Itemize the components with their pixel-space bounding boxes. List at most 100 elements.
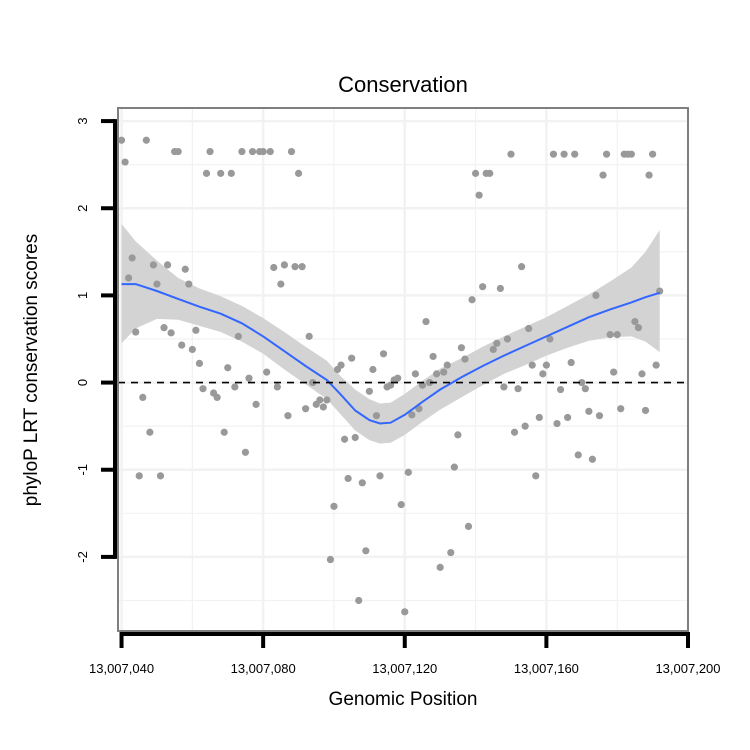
data-point bbox=[287, 147, 296, 156]
data-point bbox=[475, 191, 483, 199]
data-point bbox=[337, 361, 345, 369]
data-point bbox=[648, 150, 657, 158]
data-point bbox=[231, 383, 239, 391]
data-point bbox=[156, 472, 165, 480]
y-tick-label: 1 bbox=[75, 292, 90, 299]
data-point bbox=[489, 345, 497, 354]
data-point bbox=[617, 405, 625, 413]
data-point bbox=[280, 261, 288, 269]
data-point bbox=[440, 368, 448, 376]
data-point bbox=[185, 280, 193, 288]
data-point bbox=[252, 400, 260, 408]
data-point bbox=[224, 364, 232, 372]
data-point bbox=[394, 374, 402, 382]
chart-title: Conservation bbox=[338, 72, 468, 97]
data-point bbox=[610, 368, 618, 376]
data-point bbox=[595, 412, 604, 420]
data-point bbox=[273, 383, 281, 391]
x-tick-label: 13,007,080 bbox=[231, 661, 296, 676]
data-point bbox=[599, 171, 607, 179]
data-point bbox=[397, 501, 405, 509]
data-point bbox=[429, 352, 437, 361]
data-point bbox=[227, 169, 235, 177]
data-point bbox=[528, 361, 536, 369]
y-tick-label: 2 bbox=[75, 205, 90, 212]
data-point bbox=[344, 474, 352, 483]
data-point bbox=[142, 136, 150, 144]
data-point bbox=[188, 345, 196, 354]
data-point bbox=[443, 361, 451, 369]
data-point bbox=[195, 359, 204, 367]
y-axis-title: phyloP LRT conservation scores bbox=[21, 234, 42, 507]
data-point bbox=[606, 331, 614, 339]
data-point bbox=[457, 344, 466, 352]
data-point bbox=[422, 317, 430, 326]
data-point bbox=[192, 326, 200, 334]
data-point bbox=[500, 383, 508, 391]
data-point bbox=[514, 385, 522, 393]
data-point bbox=[277, 280, 285, 288]
data-point bbox=[263, 368, 271, 376]
data-point bbox=[117, 136, 126, 144]
data-point bbox=[323, 396, 331, 404]
data-point bbox=[634, 324, 643, 332]
data-point bbox=[418, 381, 427, 389]
data-point bbox=[128, 254, 136, 262]
data-point bbox=[401, 608, 409, 616]
data-point bbox=[585, 407, 593, 415]
data-point bbox=[592, 291, 600, 300]
data-point bbox=[493, 339, 501, 347]
x-tick-label: 13,007,160 bbox=[514, 661, 579, 676]
data-point bbox=[351, 433, 359, 442]
data-point bbox=[245, 374, 253, 382]
data-point bbox=[578, 378, 586, 387]
data-point bbox=[454, 431, 462, 439]
data-point bbox=[153, 280, 161, 288]
data-point bbox=[178, 341, 186, 349]
data-point bbox=[404, 468, 412, 476]
data-point bbox=[372, 412, 381, 420]
y-tick-label: -2 bbox=[75, 551, 90, 563]
data-point bbox=[135, 472, 143, 480]
data-point bbox=[638, 370, 646, 378]
data-point bbox=[376, 472, 384, 480]
data-point bbox=[433, 370, 441, 378]
data-point bbox=[302, 405, 310, 413]
data-point bbox=[631, 317, 639, 326]
data-point bbox=[507, 150, 515, 158]
data-point bbox=[602, 150, 611, 158]
data-point bbox=[294, 169, 303, 177]
data-point bbox=[450, 463, 458, 471]
data-point bbox=[542, 361, 550, 369]
data-point bbox=[436, 563, 444, 571]
data-point bbox=[627, 150, 635, 158]
data-point bbox=[539, 370, 547, 378]
data-point bbox=[238, 147, 246, 156]
data-point bbox=[525, 324, 533, 333]
data-point bbox=[645, 171, 653, 179]
data-point bbox=[139, 393, 147, 401]
y-tick-label: 0 bbox=[75, 379, 90, 386]
plot-background bbox=[118, 108, 688, 631]
data-point bbox=[348, 354, 356, 362]
x-tick-label: 13,007,120 bbox=[372, 661, 437, 676]
data-point bbox=[149, 261, 158, 269]
data-point bbox=[411, 370, 419, 378]
data-point bbox=[199, 385, 207, 393]
data-point bbox=[535, 413, 543, 422]
data-point bbox=[532, 472, 540, 480]
data-point bbox=[305, 332, 313, 340]
data-point bbox=[326, 555, 335, 564]
data-point bbox=[379, 350, 388, 358]
data-point bbox=[202, 169, 211, 177]
data-point bbox=[298, 263, 306, 271]
data-point bbox=[132, 328, 140, 336]
data-point bbox=[387, 381, 395, 389]
data-point bbox=[270, 263, 278, 272]
data-point bbox=[468, 296, 476, 304]
data-point bbox=[510, 428, 519, 436]
data-point bbox=[581, 385, 589, 393]
data-point bbox=[486, 169, 494, 177]
data-point bbox=[447, 548, 455, 557]
data-point bbox=[503, 335, 512, 343]
